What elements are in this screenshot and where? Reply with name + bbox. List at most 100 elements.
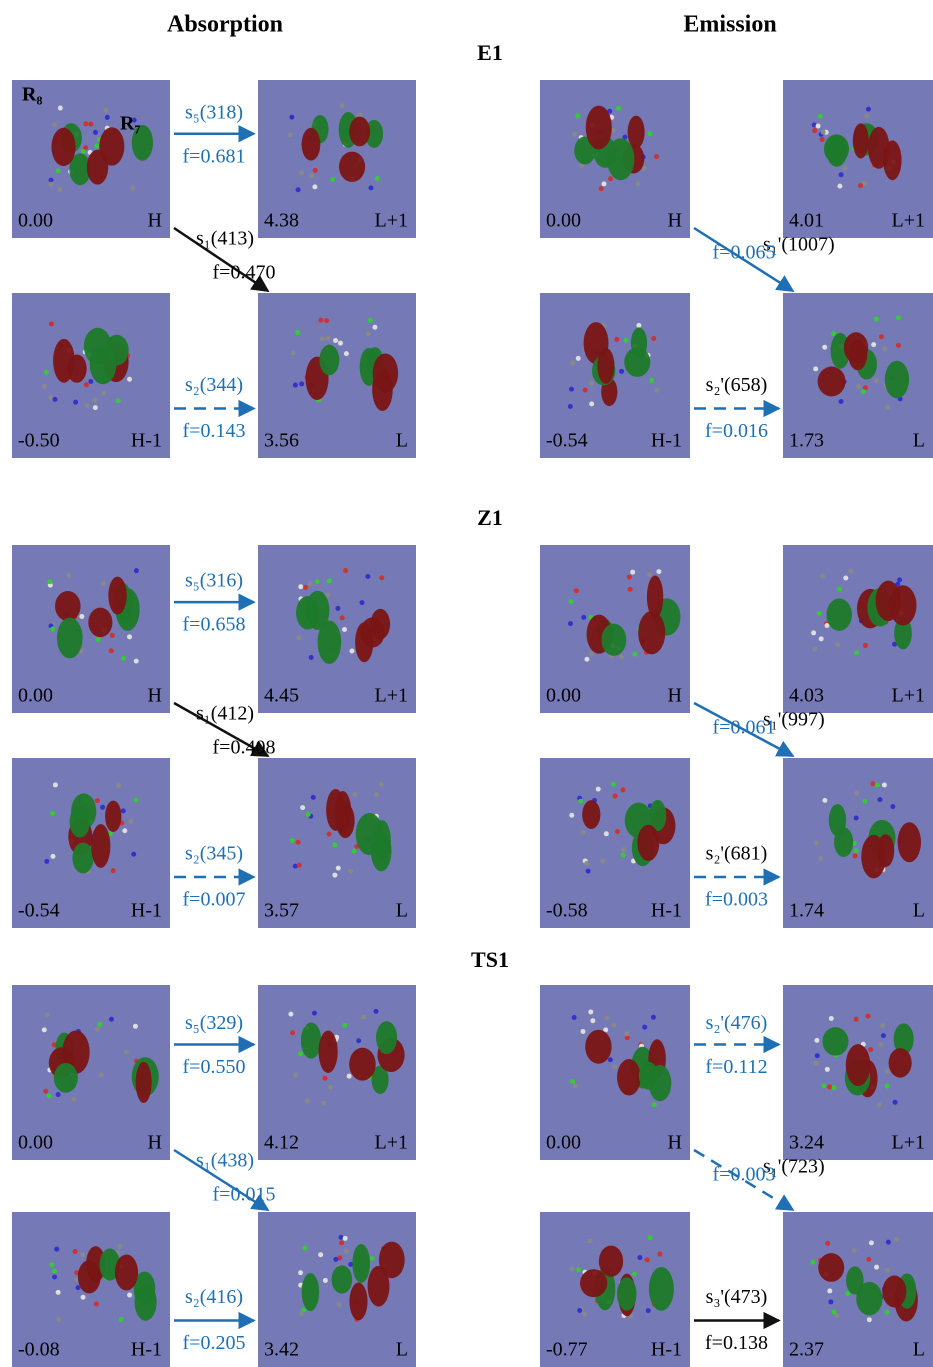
atom xyxy=(611,782,616,787)
atom xyxy=(879,1042,884,1047)
atom xyxy=(366,331,371,336)
atom xyxy=(332,873,337,878)
atom xyxy=(349,648,354,653)
lobe xyxy=(349,1283,367,1321)
atom xyxy=(854,816,859,821)
atom xyxy=(882,782,887,787)
atom xyxy=(568,621,573,626)
atom xyxy=(288,132,293,137)
atom xyxy=(93,130,98,135)
lobe xyxy=(91,824,110,868)
lobe xyxy=(877,834,894,867)
atom xyxy=(121,808,126,813)
atom xyxy=(814,1061,819,1066)
atom xyxy=(590,1018,595,1023)
lobe xyxy=(889,585,916,625)
atom xyxy=(53,782,58,787)
atom xyxy=(127,634,132,639)
atom xyxy=(299,381,304,386)
atom xyxy=(568,404,573,409)
atom xyxy=(324,318,329,323)
orbital-energy: 3.56 xyxy=(264,430,299,452)
lobe xyxy=(639,1062,658,1090)
atom xyxy=(312,184,317,189)
lobe xyxy=(88,608,112,638)
atom xyxy=(822,798,827,803)
atom xyxy=(333,1257,338,1262)
atom xyxy=(52,1274,57,1279)
orbital-energy: 3.24 xyxy=(789,1132,824,1154)
orbital-label: H xyxy=(148,210,162,232)
atom xyxy=(646,1308,651,1313)
lobe xyxy=(649,1267,674,1311)
atom xyxy=(628,587,633,592)
atom xyxy=(812,128,817,133)
atom xyxy=(295,330,300,335)
orbital-label: H xyxy=(148,685,162,707)
atom xyxy=(884,1310,889,1315)
orbital-label: L+1 xyxy=(375,685,409,707)
orbital-label: H-1 xyxy=(651,430,682,452)
atom xyxy=(816,124,821,129)
lobe xyxy=(885,361,909,399)
transition-state: s₂(344) xyxy=(185,374,243,396)
atom xyxy=(586,869,591,874)
atom xyxy=(342,627,347,632)
atom xyxy=(885,1268,890,1273)
atom xyxy=(814,841,819,846)
section-title: Z1 xyxy=(477,505,503,530)
lobe xyxy=(580,1269,607,1297)
section-title: E1 xyxy=(477,40,503,65)
atom xyxy=(375,176,380,181)
atom xyxy=(600,859,605,864)
atom xyxy=(869,1240,874,1245)
lobe xyxy=(818,367,846,397)
transition-f: f=0.007 xyxy=(183,889,246,911)
atom xyxy=(321,1101,326,1106)
atom xyxy=(361,1015,366,1020)
atom xyxy=(886,1240,891,1245)
lobe xyxy=(319,1030,338,1073)
atom xyxy=(81,1295,86,1300)
orbital-energy: 0.00 xyxy=(546,210,581,232)
atom xyxy=(313,168,318,173)
atom xyxy=(57,187,62,192)
orbital-energy: 0.00 xyxy=(546,685,581,707)
atom xyxy=(837,184,842,189)
atom xyxy=(854,848,859,853)
orbital-energy: 3.57 xyxy=(264,900,299,922)
lobe xyxy=(349,117,370,147)
atom xyxy=(353,792,358,797)
atom xyxy=(92,397,97,402)
atom xyxy=(589,381,594,386)
atom xyxy=(630,570,635,575)
atom xyxy=(574,588,579,593)
atom xyxy=(627,575,632,580)
atom xyxy=(854,1017,859,1022)
atom xyxy=(127,377,132,382)
atom xyxy=(854,791,859,796)
atom xyxy=(856,384,861,389)
atom xyxy=(612,1064,617,1069)
orbital-energy: 0.00 xyxy=(546,1132,581,1154)
lobe xyxy=(135,1283,157,1320)
atom xyxy=(578,799,583,804)
atom xyxy=(49,1262,54,1267)
atom xyxy=(619,369,624,374)
atom xyxy=(656,569,661,574)
atom xyxy=(581,615,586,620)
orbital-label: L xyxy=(396,430,408,452)
atom xyxy=(599,186,604,191)
atom xyxy=(570,360,575,365)
orbital-label: L xyxy=(913,1339,925,1361)
atom xyxy=(868,1047,873,1052)
atom xyxy=(811,1260,816,1265)
atom xyxy=(577,1308,582,1313)
atom xyxy=(49,182,54,187)
atom xyxy=(359,600,364,605)
atom xyxy=(885,1084,890,1089)
atom xyxy=(312,1011,317,1016)
atom xyxy=(53,397,58,402)
atom xyxy=(866,1257,871,1262)
atom xyxy=(821,1083,826,1088)
